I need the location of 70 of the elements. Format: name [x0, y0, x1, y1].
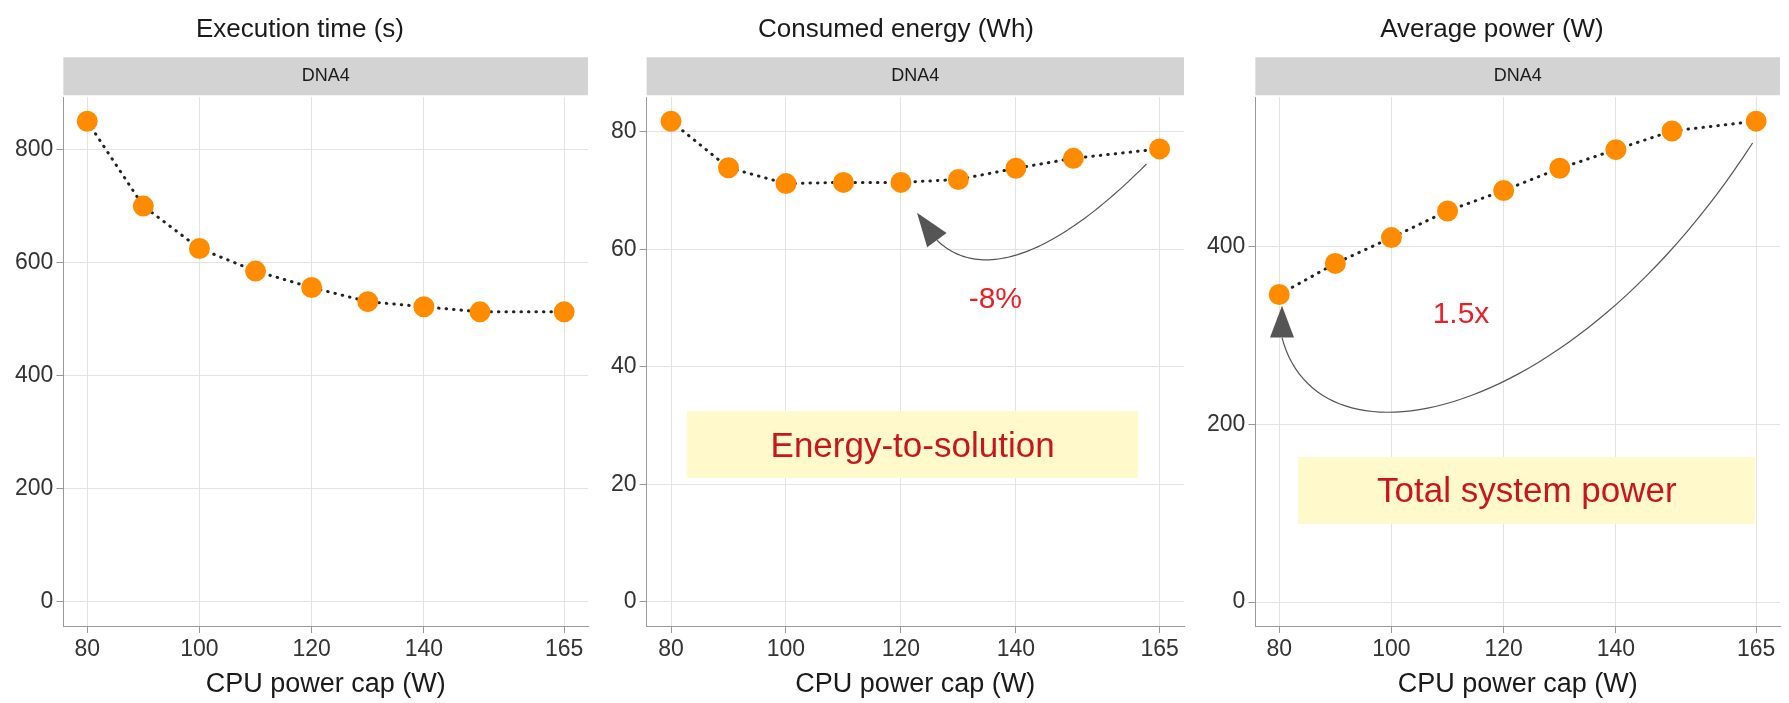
- x-axis-title: CPU power cap (W): [795, 668, 1036, 699]
- point: [660, 110, 682, 132]
- point: [469, 301, 491, 323]
- y-tick-label: 80: [610, 117, 637, 144]
- x-tick-label: 165: [1140, 635, 1179, 662]
- point: [1324, 252, 1346, 274]
- x-tick-label: 120: [1484, 635, 1523, 662]
- point: [132, 195, 154, 217]
- point: [1493, 180, 1515, 202]
- point: [1605, 139, 1627, 161]
- point: [1437, 200, 1459, 222]
- y-tick-label: 200: [1207, 409, 1246, 436]
- annotation: Energy-to-solution: [770, 424, 1055, 465]
- y-tick-label: 0: [1232, 587, 1246, 614]
- point: [413, 296, 435, 318]
- point: [1062, 147, 1084, 169]
- point: [188, 237, 210, 259]
- chart-title: Execution time (s): [195, 12, 405, 43]
- callout-box: Energy-to-solution: [686, 410, 1139, 479]
- point: [301, 277, 323, 299]
- x-tick-label: 165: [544, 635, 584, 662]
- point: [947, 168, 969, 190]
- chart-title: Consumed energy (Wh): [758, 12, 1034, 43]
- point: [775, 173, 797, 195]
- chart-subtitle: DNA4: [1493, 65, 1542, 86]
- x-axis-title: CPU power cap (W): [1397, 668, 1638, 699]
- x-tick-label: 100: [1372, 635, 1411, 662]
- y-tick-label: 800: [15, 134, 54, 161]
- point: [76, 110, 98, 132]
- y-tick-label: 200: [15, 474, 54, 501]
- x-tick-label: 165: [1736, 635, 1776, 662]
- y-tick-label: 600: [15, 247, 54, 274]
- point: [245, 260, 267, 282]
- y-tick-label: 0: [623, 587, 637, 614]
- y-tick-label: 40: [610, 352, 637, 379]
- x-tick-label: 140: [404, 635, 444, 662]
- point: [1661, 120, 1683, 142]
- x-axis-title: CPU power cap (W): [205, 668, 446, 699]
- x-tick-label: 120: [881, 635, 921, 662]
- callout-box: Total system power: [1298, 456, 1756, 524]
- point: [553, 301, 575, 323]
- y-tick-label: 400: [15, 361, 54, 388]
- x-tick-label: 120: [292, 635, 331, 662]
- point: [832, 171, 854, 193]
- x-tick-label: 140: [996, 635, 1036, 662]
- point: [1745, 110, 1767, 132]
- y-tick-label: 0: [40, 587, 54, 614]
- point: [717, 157, 739, 179]
- y-tick-label: 20: [610, 469, 637, 496]
- point: [1149, 138, 1171, 160]
- point: [1380, 227, 1402, 249]
- x-tick-label: 100: [180, 635, 219, 662]
- annotation: Total system power: [1377, 470, 1677, 511]
- x-tick-label: 80: [1266, 635, 1293, 662]
- chart-subtitle: DNA4: [301, 65, 350, 86]
- point: [1549, 157, 1571, 179]
- point: [1268, 284, 1290, 305]
- x-tick-label: 80: [74, 635, 101, 662]
- point: [1005, 157, 1027, 179]
- point: [890, 171, 912, 193]
- chart-title: Average power (W): [1380, 12, 1604, 43]
- x-tick-label: 100: [766, 635, 806, 662]
- point: [357, 291, 379, 313]
- annotation: 1.5x: [1432, 296, 1490, 331]
- y-tick-label: 60: [610, 234, 637, 261]
- x-tick-label: 80: [658, 635, 684, 662]
- chart-subtitle: DNA4: [891, 65, 940, 86]
- x-tick-label: 140: [1596, 635, 1636, 662]
- annotation: -8%: [968, 280, 1023, 315]
- y-tick-label: 400: [1207, 231, 1246, 258]
